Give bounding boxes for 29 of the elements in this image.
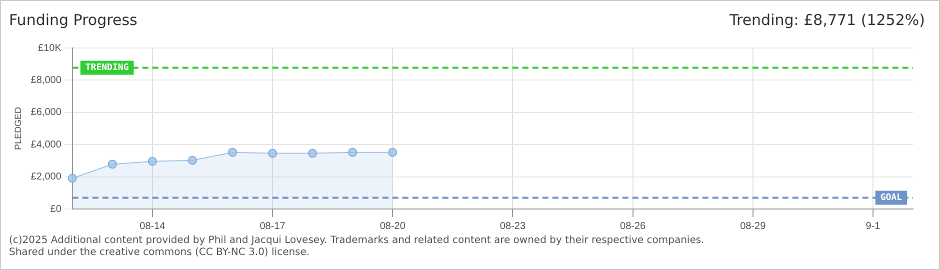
x-tick-label: 08-29 — [740, 220, 766, 232]
point — [188, 156, 197, 165]
point — [308, 148, 318, 158]
text: Trending: £8,771 (1252%) — [730, 11, 925, 29]
text: (c)2025 Additional content provided by Phil and Jacqui Lovesey. Trademarks and related content are owned by their respective companies. — [9, 235, 704, 246]
x-tick-label: 08-17 — [260, 220, 286, 232]
ref-line-label: GOAL — [880, 193, 903, 204]
x-tick-label: 08-23 — [500, 220, 526, 232]
text: Shared under the creative commons (CC BY-NC 3.0) license. — [9, 247, 310, 258]
x-tick-label: 08-20 — [380, 220, 406, 232]
y-tick-label: £4,000 — [30, 139, 62, 150]
point — [388, 148, 398, 157]
chart-title: Funding Progress — [9, 11, 138, 29]
point — [268, 148, 278, 158]
point — [148, 156, 157, 166]
y-tick-label: £2,000 — [30, 172, 62, 183]
y-tick-label: £0 — [50, 204, 62, 215]
x-tick-label: 08-14 — [140, 220, 166, 232]
y-tick-label: £6,000 — [30, 107, 62, 118]
y-axis-title: PLEDGED — [12, 106, 23, 150]
x-tick-label: 9-1 — [866, 220, 881, 232]
y-tick-label: £10K — [38, 42, 62, 54]
point — [228, 148, 238, 157]
point — [108, 160, 117, 169]
y-tick-label: £8,000 — [30, 74, 62, 86]
point — [348, 148, 358, 157]
ref-line-label: TRENDING — [85, 63, 129, 74]
x-tick-label: 08-26 — [620, 220, 646, 232]
point — [68, 174, 77, 183]
